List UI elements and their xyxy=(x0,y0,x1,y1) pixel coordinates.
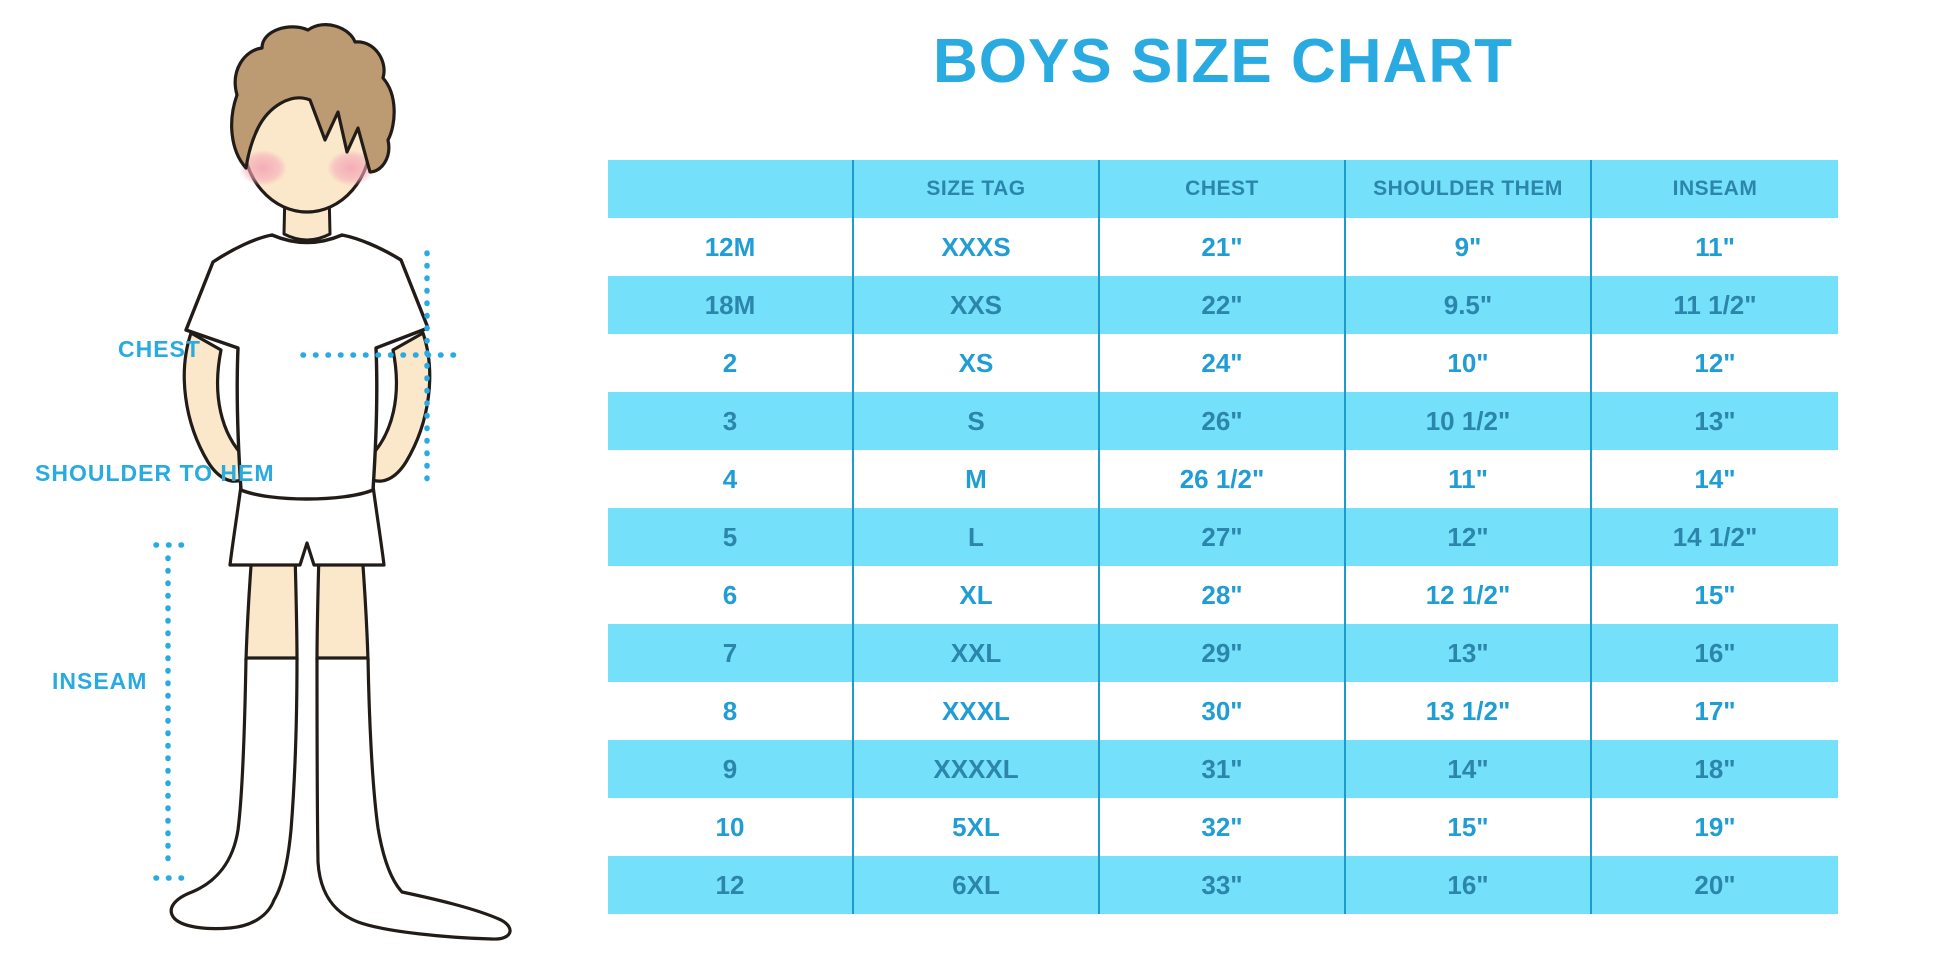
table-cell: 10" xyxy=(1346,334,1592,392)
table-cell: 12M xyxy=(608,218,854,276)
table-cell: 12 1/2" xyxy=(1346,566,1592,624)
table-cell: S xyxy=(854,392,1100,450)
legs xyxy=(244,550,370,662)
table-cell: M xyxy=(854,450,1100,508)
table-cell: 13" xyxy=(1346,624,1592,682)
table-row: 6 XL 28" 12 1/2" 15" xyxy=(608,566,1838,624)
chest-label: CHEST xyxy=(118,336,201,362)
table-cell: XXXXL xyxy=(854,740,1100,798)
inseam-label: INSEAM xyxy=(52,668,148,694)
table-cell: 16" xyxy=(1346,856,1592,914)
table-cell: 13 1/2" xyxy=(1346,682,1592,740)
boy-illustration xyxy=(153,23,512,941)
table-cell: 11" xyxy=(1346,450,1592,508)
page-title: BOYS SIZE CHART xyxy=(933,27,1513,96)
table-cell: XXXL xyxy=(854,682,1100,740)
table-row: 3 S 26" 10 1/2" 13" xyxy=(608,392,1838,450)
table-cell: 4 xyxy=(608,450,854,508)
table-cell: 9.5" xyxy=(1346,276,1592,334)
table-cell: 6XL xyxy=(854,856,1100,914)
table-cell: XL xyxy=(854,566,1100,624)
table-cell: 10 xyxy=(608,798,854,856)
table-row: 18M XXS 22" 9.5" 11 1/2" xyxy=(608,276,1838,334)
table-cell: 8 xyxy=(608,682,854,740)
table-cell: 5 xyxy=(608,508,854,566)
table-cell: 29" xyxy=(1100,624,1346,682)
table-cell: L xyxy=(854,508,1100,566)
table-row: 5 L 27" 12" 14 1/2" xyxy=(608,508,1838,566)
header-cell: SIZE TAG xyxy=(854,160,1100,218)
measurement-guides xyxy=(153,250,461,881)
table-cell: 28" xyxy=(1100,566,1346,624)
header-cell-empty xyxy=(608,160,854,218)
blush-left xyxy=(239,150,287,186)
table-cell: 19" xyxy=(1694,811,1736,842)
hair xyxy=(230,23,396,174)
shoulder-to-hem-label: SHOULDER TO HEM xyxy=(35,460,275,486)
table-cell: 3 xyxy=(608,392,854,450)
table-cell: 13" xyxy=(1694,405,1736,436)
table-cell: 31" xyxy=(1100,740,1346,798)
table-cell: 33" xyxy=(1100,856,1346,914)
table-row: 4 M 26 1/2" 11" 14" xyxy=(608,450,1838,508)
table-cell: 5XL xyxy=(854,798,1100,856)
table-cell: 18M xyxy=(608,276,854,334)
table-cell: 26" xyxy=(1100,392,1346,450)
table-cell: 12" xyxy=(1346,508,1592,566)
table-cell: 27" xyxy=(1100,508,1346,566)
table-row: 2 XS 24" 10" 12" xyxy=(608,334,1838,392)
table-cell: XXL xyxy=(854,624,1100,682)
header-cell: SHOULDER THEM xyxy=(1346,160,1592,218)
table-cell: 18" xyxy=(1694,753,1736,784)
table-cell: 14" xyxy=(1346,740,1592,798)
table-cell: 20" xyxy=(1694,869,1736,900)
table-row: 10 5XL 32" 15" 19" xyxy=(608,798,1838,856)
size-table: SIZE TAG CHEST SHOULDER THEM INSEAM 12M XXXS 2… xyxy=(608,160,1838,914)
t-shirt xyxy=(184,233,430,501)
table-cell: 7 xyxy=(608,624,854,682)
arms xyxy=(182,331,432,483)
table-cell: 24" xyxy=(1100,334,1346,392)
socks xyxy=(169,656,512,941)
table-cell: XXS xyxy=(854,276,1100,334)
table-cell: 15" xyxy=(1346,798,1592,856)
table-cell: 6 xyxy=(608,566,854,624)
table-cell: 16" xyxy=(1694,637,1736,668)
table-cell: 12" xyxy=(1694,347,1736,378)
table-row: 9 XXXXL 31" 14" 18" xyxy=(608,740,1838,798)
table-cell: 11 1/2" xyxy=(1673,289,1757,320)
blush-right xyxy=(327,150,375,186)
table-cell: 11" xyxy=(1695,231,1735,262)
table-cell: 15" xyxy=(1694,579,1736,610)
table-cell: 32" xyxy=(1100,798,1346,856)
table-header-row: SIZE TAG CHEST SHOULDER THEM INSEAM xyxy=(608,160,1838,218)
header-cell: CHEST xyxy=(1100,160,1346,218)
table-cell: 21" xyxy=(1100,218,1346,276)
measurement-figure: CHEST SHOULDER TO HEM INSEAM xyxy=(0,0,580,973)
table-row: 7 XXL 29" 13" 16" xyxy=(608,624,1838,682)
table-cell: 26 1/2" xyxy=(1100,450,1346,508)
table-cell: XXXS xyxy=(854,218,1100,276)
table-row: 12M XXXS 21" 9" 11" xyxy=(608,218,1838,276)
table-cell: 10 1/2" xyxy=(1346,392,1592,450)
table-cell: 22" xyxy=(1100,276,1346,334)
header-cell: INSEAM xyxy=(1672,177,1758,200)
table-cell: 30" xyxy=(1100,682,1346,740)
table-cell: 14" xyxy=(1694,463,1736,494)
table-cell: 14 1/2" xyxy=(1672,521,1758,552)
table-cell: 9" xyxy=(1346,218,1592,276)
table-cell: XS xyxy=(854,334,1100,392)
table-row: 12 6XL 33" 16" 20" xyxy=(608,856,1838,914)
table-cell: 12 xyxy=(608,856,854,914)
table-row: 8 XXXL 30" 13 1/2" 17" xyxy=(608,682,1838,740)
table-cell: 2 xyxy=(608,334,854,392)
table-cell: 17" xyxy=(1694,695,1736,726)
table-cell: 9 xyxy=(608,740,854,798)
